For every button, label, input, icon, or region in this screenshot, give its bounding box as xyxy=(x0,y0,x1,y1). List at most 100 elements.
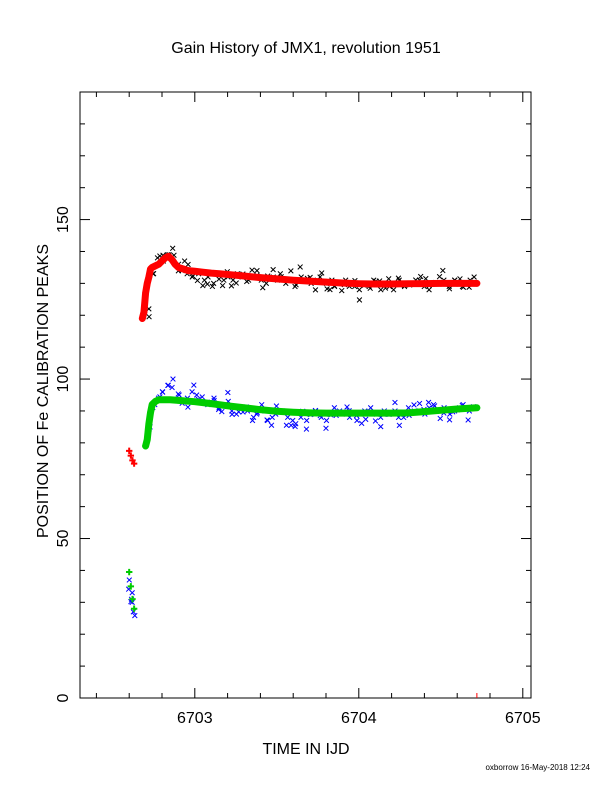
data-point xyxy=(249,267,255,273)
data-point xyxy=(210,280,217,287)
data-point xyxy=(344,404,350,410)
data-point xyxy=(229,411,235,418)
y-tick-label: 100 xyxy=(55,366,72,393)
data-point xyxy=(126,568,133,576)
data-point xyxy=(437,415,443,422)
data-point xyxy=(254,267,260,274)
data-marks xyxy=(125,245,481,698)
data-point xyxy=(170,376,176,382)
data-point xyxy=(127,583,135,590)
data-point xyxy=(312,287,319,293)
data-point xyxy=(260,284,266,291)
data-point xyxy=(216,276,222,282)
data-point xyxy=(425,399,432,406)
data-point xyxy=(130,605,138,612)
footer-credit: oxborrow 16-May-2018 12:24 xyxy=(485,763,590,772)
data-point xyxy=(169,245,176,252)
data-point xyxy=(288,422,294,429)
axis-ticks xyxy=(80,92,531,699)
data-point xyxy=(416,400,423,407)
data-point xyxy=(471,274,477,280)
data-point xyxy=(221,277,227,283)
data-point xyxy=(130,460,138,467)
data-point xyxy=(264,417,270,423)
data-point xyxy=(362,416,369,423)
data-point xyxy=(395,275,402,281)
data-point xyxy=(169,384,175,391)
data-point xyxy=(292,423,298,430)
y-tick-label: 50 xyxy=(55,530,72,548)
y-tick-label: 150 xyxy=(55,206,72,233)
y-tick-label: 0 xyxy=(55,693,72,702)
data-point xyxy=(327,286,333,293)
data-point xyxy=(233,280,239,286)
data-point xyxy=(417,273,424,280)
x-tick-label: 6703 xyxy=(177,710,213,727)
data-point xyxy=(219,282,226,289)
plot-frame xyxy=(79,91,532,699)
data-point xyxy=(132,612,138,619)
data-point xyxy=(323,425,329,432)
data-point xyxy=(354,417,360,424)
x-tick-label: 6704 xyxy=(341,710,377,727)
data-point xyxy=(283,422,290,428)
data-point xyxy=(392,399,398,406)
data-point xyxy=(127,452,135,459)
data-point xyxy=(159,389,166,395)
data-point xyxy=(377,423,384,430)
data-point xyxy=(440,267,446,274)
data-point xyxy=(385,276,392,282)
data-point xyxy=(263,280,270,287)
data-point xyxy=(268,422,275,428)
data-point xyxy=(323,417,330,424)
data-point xyxy=(390,287,397,293)
data-point xyxy=(446,286,453,292)
data-point xyxy=(129,589,135,596)
x-axis-label: TIME IN IJD xyxy=(262,741,349,758)
data-point xyxy=(378,286,384,293)
data-point xyxy=(225,389,231,396)
data-point xyxy=(249,417,256,424)
data-point xyxy=(372,418,379,424)
y-axis-label: POSITION OF Fe CALIBRATION PEAKS xyxy=(35,244,52,538)
data-point xyxy=(126,577,133,583)
data-point xyxy=(185,404,191,410)
data-point xyxy=(411,402,417,408)
data-point xyxy=(193,392,200,398)
tick-labels: 0 50 100 150 6703 6704 6705 xyxy=(55,206,541,727)
data-point xyxy=(126,447,133,455)
data-point xyxy=(175,391,182,397)
data-point xyxy=(358,420,365,427)
data-point xyxy=(228,283,235,289)
data-point xyxy=(191,382,197,388)
data-point xyxy=(446,417,453,423)
fit-line xyxy=(138,252,481,322)
data-point xyxy=(297,264,303,270)
data-point xyxy=(194,277,201,284)
x-tick-label: 6705 xyxy=(505,710,541,727)
data-point xyxy=(356,297,363,303)
data-point xyxy=(204,281,211,287)
data-point xyxy=(339,287,345,294)
data-point xyxy=(146,313,152,320)
fit-line xyxy=(142,396,481,450)
data-point xyxy=(465,417,471,423)
data-point xyxy=(288,268,294,274)
data-point xyxy=(331,405,338,411)
data-point xyxy=(219,408,225,415)
data-point xyxy=(211,395,217,401)
data-point xyxy=(303,426,310,432)
data-point xyxy=(165,382,172,388)
data-point xyxy=(189,389,195,395)
data-point xyxy=(270,266,276,273)
data-point xyxy=(185,261,191,268)
data-point xyxy=(129,595,136,603)
series-3 xyxy=(126,396,481,612)
chart-title: Gain History of JMX1, revolution 1951 xyxy=(171,40,441,57)
data-point xyxy=(318,270,325,276)
data-point xyxy=(200,282,206,289)
data-point xyxy=(199,394,205,400)
data-point xyxy=(284,414,291,421)
data-point xyxy=(436,273,443,280)
